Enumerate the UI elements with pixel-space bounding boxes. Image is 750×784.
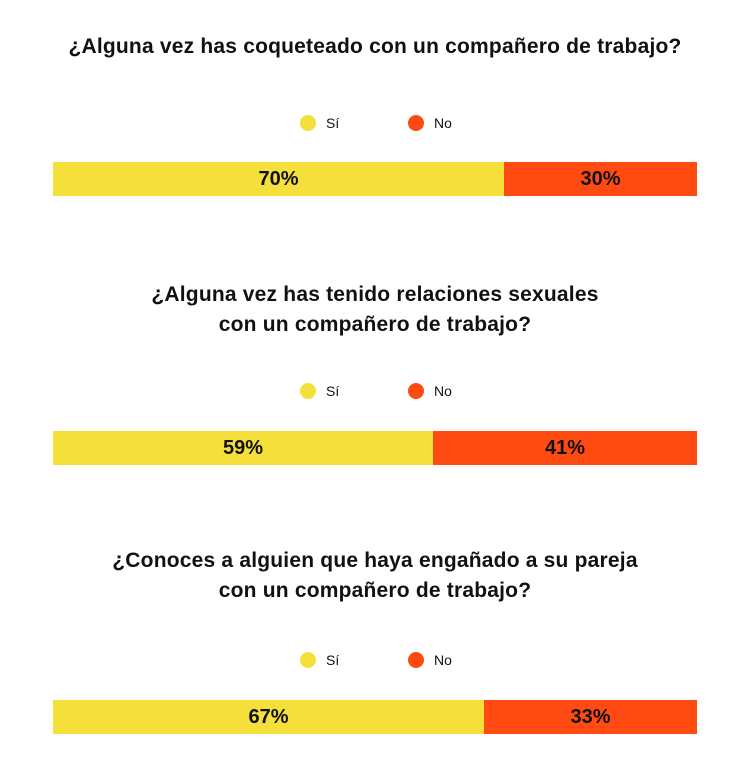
legend-no-label: No [434, 115, 452, 131]
chart-3-bar-no-segment [484, 700, 697, 734]
chart-1-title-line-1: ¿Alguna vez has coqueteado con un compañ… [68, 35, 682, 58]
yes-swatch-icon [300, 383, 316, 399]
chart-2-title: ¿Alguna vez has tenido relaciones sexual… [0, 280, 750, 340]
legend-no-label: No [434, 383, 452, 399]
chart-2-bar-yes-segment [53, 431, 433, 465]
chart-2-no-value-label: 41% [544, 437, 586, 459]
chart-2-yes-value-label: 59% [222, 437, 264, 459]
chart-3-legend: Sí No [0, 650, 750, 670]
no-swatch-icon [408, 652, 424, 668]
no-swatch-icon [408, 115, 424, 131]
chart-3-bar-yes-segment [53, 700, 484, 734]
yes-swatch-icon [300, 652, 316, 668]
chart-2-legend: Sí No [0, 381, 750, 401]
chart-3-title-line-2: con un compañero de trabajo? [218, 579, 532, 602]
legend-item-yes: Sí [300, 113, 339, 133]
legend-no-label: No [434, 652, 452, 668]
legend-item-yes: Sí [300, 381, 339, 401]
chart-1-no-value-label: 30% [580, 168, 621, 190]
chart-3-title-line-1: ¿Conoces a alguien que haya engañado a s… [112, 549, 638, 572]
chart-3-bar: 67% 33% [53, 700, 697, 734]
chart-1-title: ¿Alguna vez has coqueteado con un compañ… [0, 32, 750, 62]
legend-item-no: No [408, 113, 452, 133]
legend-yes-label: Sí [326, 652, 340, 668]
chart-1-bar-no-segment [504, 162, 697, 196]
chart-2-bar: 59% 41% [53, 431, 697, 465]
chart-1-bar-yes-segment [53, 162, 504, 196]
chart-3-yes-value-label: 67% [248, 706, 289, 728]
chart-1-legend: Sí No [0, 113, 750, 133]
yes-swatch-icon [300, 115, 316, 131]
legend-item-yes: Sí [300, 650, 339, 670]
legend-item-no: No [408, 650, 452, 670]
chart-2-title-line-1: ¿Alguna vez has tenido relaciones sexual… [151, 283, 599, 306]
chart-2-title-line-2: con un compañero de trabajo? [218, 313, 532, 336]
chart-3-no-value-label: 33% [570, 706, 611, 728]
chart-1-bar: 70% 30% [53, 162, 697, 196]
legend-yes-label: Sí [326, 115, 340, 131]
chart-2-bar-no-segment [433, 431, 697, 465]
chart-3-title: ¿Conoces a alguien que haya engañado a s… [0, 546, 750, 606]
legend-item-no: No [408, 381, 452, 401]
chart-1-yes-value-label: 70% [258, 168, 299, 190]
legend-yes-label: Sí [326, 383, 340, 399]
no-swatch-icon [408, 383, 424, 399]
